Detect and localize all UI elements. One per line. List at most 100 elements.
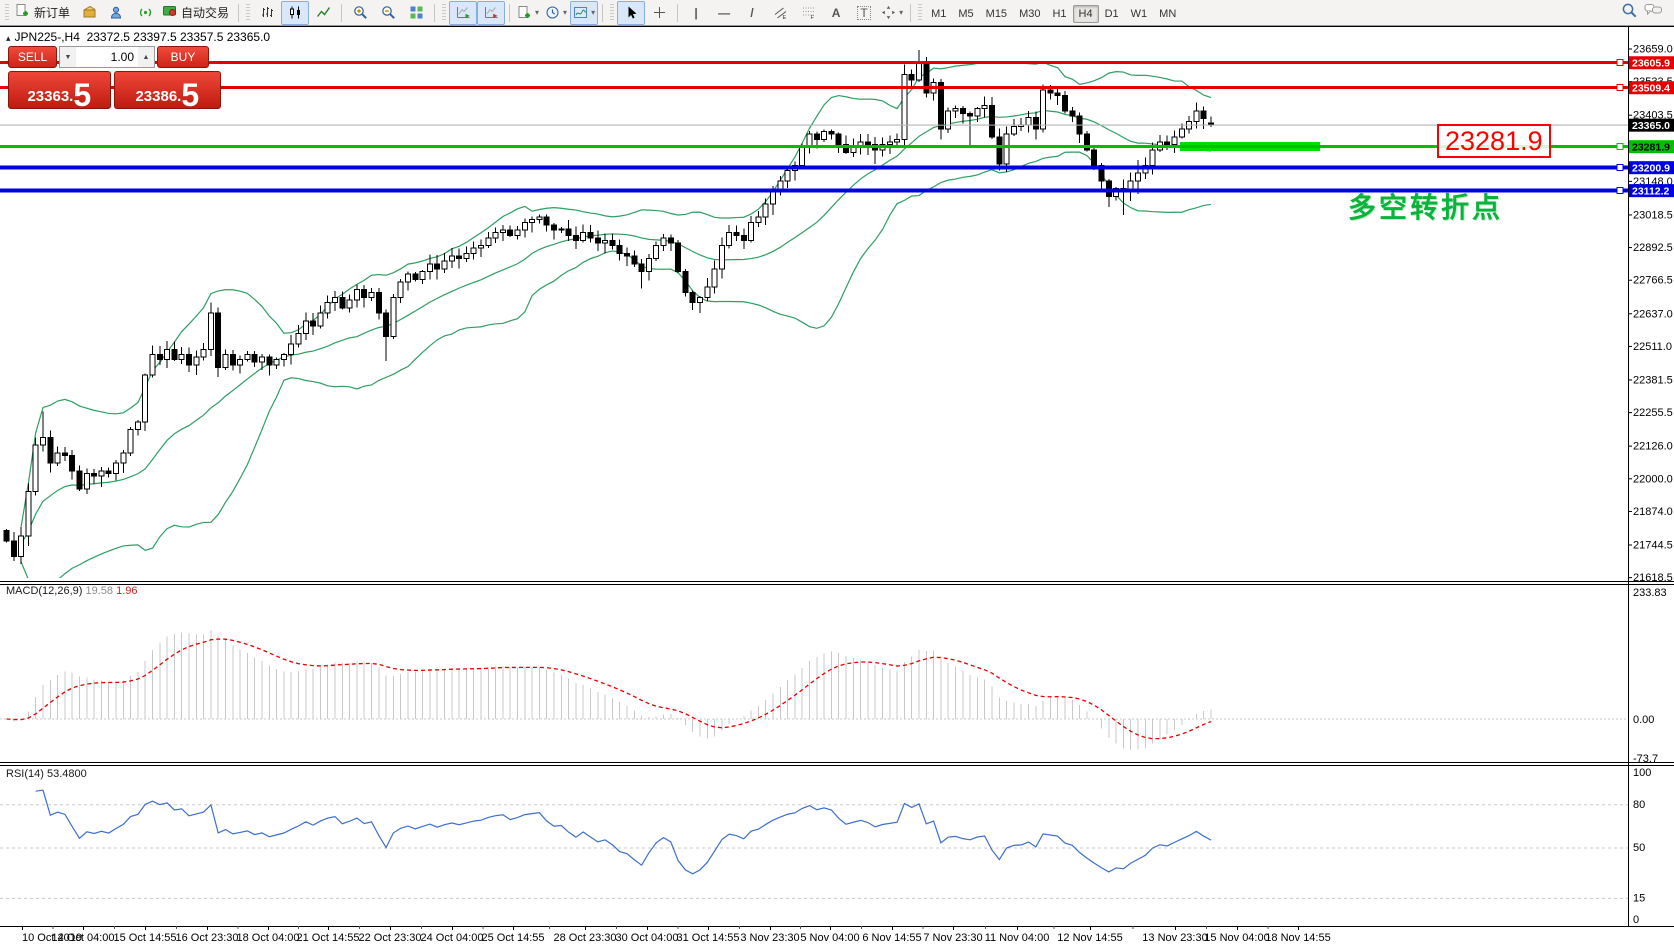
text-label-button[interactable]: T	[850, 1, 878, 25]
buy-button[interactable]: BUY	[157, 46, 209, 68]
auto-scroll-button[interactable]	[449, 0, 478, 25]
line-handle[interactable]	[1616, 84, 1624, 92]
fibonacci-button[interactable]: F	[794, 1, 822, 25]
toolbar-grip[interactable]	[246, 3, 251, 22]
cursor-button[interactable]	[617, 0, 646, 25]
bull-candle	[113, 462, 119, 475]
volume-increase-button[interactable]: ▲	[138, 47, 154, 67]
volume-stepper: ▼ ▲	[59, 46, 155, 68]
bear-candle	[989, 105, 995, 138]
timeframe-D1[interactable]: D1	[1104, 7, 1119, 20]
buy-price[interactable]: 23386. 5	[113, 71, 221, 111]
template-button[interactable]: ▾	[570, 0, 599, 25]
bear-candle	[572, 234, 579, 241]
bull-candle	[237, 359, 244, 366]
bull-candle	[645, 258, 652, 273]
bear-candle	[186, 353, 192, 366]
bollinger-lower-band	[20, 151, 1212, 578]
period-button[interactable]: ▾	[542, 1, 570, 25]
dropdown-arrow-icon: ▾	[535, 8, 540, 17]
volume-input[interactable]	[76, 47, 138, 67]
autotrading-button[interactable]: 自动交易	[159, 1, 234, 25]
zoom-in-button[interactable]	[346, 1, 374, 25]
timeframe-W1[interactable]: W1	[1130, 7, 1148, 20]
bull-candle	[127, 429, 134, 454]
price-tick-label: 21744.5	[1633, 539, 1673, 551]
search-icon[interactable]	[1621, 2, 1638, 24]
price-tick-label: 22892.5	[1633, 242, 1673, 254]
time-axis-label: 16 Oct 23:30	[176, 932, 239, 944]
zoom-out-button[interactable]	[374, 1, 402, 25]
bear-candle	[587, 232, 594, 239]
price-tag	[1629, 161, 1674, 175]
text-button[interactable]: A	[831, 5, 841, 20]
tile-windows-button[interactable]	[402, 1, 430, 25]
chart-shift-button[interactable]	[477, 0, 506, 25]
toolbar-grip[interactable]	[442, 3, 447, 22]
bear-candle	[1105, 180, 1112, 197]
sell-price[interactable]: 23363. 5	[8, 71, 111, 111]
time-axis-label: 14 Oct 04:00	[52, 932, 115, 944]
time-axis-label: 6 Nov 14:55	[862, 932, 921, 944]
crosshair-button[interactable]	[645, 1, 673, 25]
price-callout-box[interactable]: 23281.9	[1437, 124, 1551, 158]
bear-candle	[543, 216, 550, 226]
horizontal-line-button[interactable]: —	[718, 5, 731, 20]
market-watch-button[interactable]	[103, 1, 131, 25]
timeframe-H1[interactable]: H1	[1052, 7, 1067, 20]
vertical-line-button[interactable]: |	[694, 5, 698, 20]
toolbar-grip[interactable]	[610, 3, 615, 22]
bull-candle	[748, 221, 755, 241]
bear-candle	[339, 296, 346, 309]
bear-candle	[61, 452, 68, 456]
line-handle[interactable]	[1616, 59, 1624, 67]
timeframe-M5[interactable]: M5	[958, 7, 974, 20]
line-handle[interactable]	[1616, 143, 1624, 151]
bull-candle	[18, 535, 25, 558]
new-chart-button[interactable]: ▾	[514, 1, 542, 25]
signals-button[interactable]	[131, 1, 159, 25]
line-handle[interactable]	[1616, 187, 1624, 195]
price-tag	[1629, 56, 1674, 70]
timeframe-H4[interactable]: H4	[1072, 4, 1099, 23]
line-handle[interactable]	[1616, 164, 1624, 172]
new-order-button[interactable]: 新订单	[12, 1, 75, 25]
bull-candle	[1040, 89, 1047, 130]
trendline-button[interactable]: /	[750, 5, 754, 20]
history-center-button[interactable]	[75, 1, 103, 25]
bull-candle	[726, 232, 733, 247]
time-axis-label: 22 Oct 23:30	[359, 932, 422, 944]
timeframe-M15[interactable]: M15	[985, 7, 1008, 20]
chart-canvas[interactable]: 23659.023533.523403.523148.023018.522892…	[0, 26, 1674, 949]
bear-candle	[733, 232, 740, 236]
bull-candle	[799, 146, 806, 166]
turning-point-annotation[interactable]: 多空转折点	[1348, 192, 1504, 223]
line-chart-button[interactable]	[309, 1, 337, 25]
price-tag-label: 23605.9	[1632, 58, 1670, 70]
bull-candle	[901, 74, 908, 140]
toolbar-grip[interactable]	[5, 3, 9, 22]
bull-candle	[32, 444, 39, 493]
sell-button[interactable]: SELL	[8, 46, 57, 68]
time-axis-label: 24 Oct 04:00	[421, 932, 484, 944]
bull-candle	[324, 302, 331, 314]
bull-candle	[164, 348, 171, 361]
bear-candle	[828, 131, 835, 135]
bull-candle	[25, 491, 32, 537]
chat-icon[interactable]	[1644, 2, 1664, 23]
timeframe-MN[interactable]: MN	[1159, 7, 1177, 20]
arrows-button[interactable]: ▾	[878, 1, 906, 25]
timeframe-M1[interactable]: M1	[931, 7, 947, 20]
bull-candle	[40, 436, 46, 446]
price-tag-label: 23509.4	[1632, 83, 1670, 95]
toolbar-grip[interactable]	[918, 3, 923, 22]
candlestick-chart-button[interactable]	[281, 0, 310, 25]
collapse-arrow-icon[interactable]: ▴	[6, 33, 11, 43]
bar-chart-button[interactable]	[253, 1, 281, 25]
bull-candle	[952, 107, 959, 112]
volume-decrease-button[interactable]: ▼	[60, 47, 76, 67]
macd-signal-line	[6, 638, 1212, 740]
bear-candle	[740, 234, 747, 241]
channel-button[interactable]: E	[766, 1, 794, 25]
timeframe-M30[interactable]: M30	[1019, 7, 1041, 20]
